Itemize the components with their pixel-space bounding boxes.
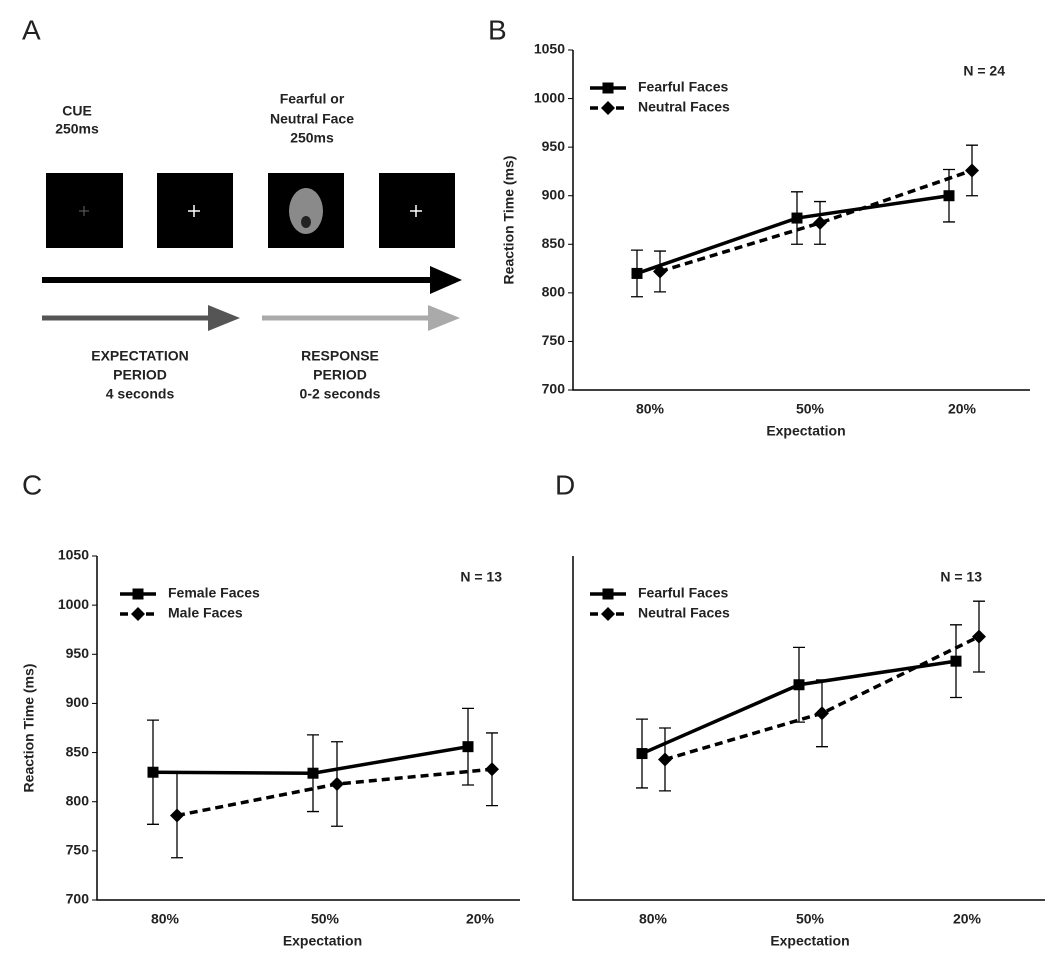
y-tick-label: 1050 xyxy=(58,547,89,563)
legend-label: Fearful Faces xyxy=(638,79,728,95)
marker xyxy=(147,766,159,778)
face xyxy=(289,188,323,234)
y-tick-label: 1050 xyxy=(534,41,565,57)
marker xyxy=(485,762,499,777)
panel-label: B xyxy=(488,14,507,45)
x-tick-label: 20% xyxy=(466,911,495,927)
period-text: EXPECTATION xyxy=(91,348,189,364)
y-tick-label: 1000 xyxy=(534,89,565,105)
y-tick-label: 800 xyxy=(66,792,90,808)
fixation xyxy=(410,205,422,217)
period-text: PERIOD xyxy=(313,367,367,383)
arrow-head xyxy=(208,305,240,331)
marker xyxy=(965,163,979,178)
face-text: 250ms xyxy=(290,130,334,146)
fixation xyxy=(188,205,200,217)
period-text: 0-2 seconds xyxy=(300,386,381,402)
period-text: 4 seconds xyxy=(106,386,175,402)
marker xyxy=(791,212,803,224)
legend-label: Female Faces xyxy=(168,585,260,601)
marker xyxy=(658,752,672,767)
marker xyxy=(330,777,344,792)
x-axis-label: Expectation xyxy=(766,423,845,439)
arrow-head xyxy=(430,266,462,294)
face-text: Neutral Face xyxy=(270,111,354,127)
x-tick-label: 50% xyxy=(311,911,340,927)
legend-label: Neutral Faces xyxy=(638,99,730,115)
x-tick-label: 80% xyxy=(639,911,668,927)
x-tick-label: 50% xyxy=(796,401,825,417)
x-tick-label: 80% xyxy=(151,911,180,927)
y-tick-label: 950 xyxy=(66,645,90,661)
legend-marker xyxy=(601,607,615,621)
panel-label: D xyxy=(555,469,575,500)
y-tick-label: 850 xyxy=(66,743,90,759)
annotation: N = 24 xyxy=(963,63,1005,79)
marker xyxy=(653,264,667,279)
axis xyxy=(572,556,1045,901)
marker xyxy=(636,748,648,760)
legend-marker xyxy=(132,588,144,600)
marker xyxy=(793,679,805,691)
arrow-head xyxy=(428,305,460,331)
y-tick-label: 900 xyxy=(542,186,566,202)
period-text: PERIOD xyxy=(113,367,167,383)
y-tick-label: 1000 xyxy=(58,596,89,612)
annotation: N = 13 xyxy=(940,569,982,585)
panel-label: A xyxy=(22,14,41,45)
marker xyxy=(943,190,955,202)
marker xyxy=(462,741,474,753)
legend-marker xyxy=(602,588,614,600)
cue-text: CUE xyxy=(62,103,92,119)
fixation xyxy=(79,206,89,216)
series-line xyxy=(636,193,950,276)
x-tick-label: 80% xyxy=(636,401,665,417)
y-tick-label: 750 xyxy=(542,332,566,348)
panel-a: A CUE 250ms Fearful or Neutral Face 250m… xyxy=(22,14,462,402)
x-tick-label: 20% xyxy=(953,911,982,927)
face-mouth xyxy=(301,216,311,228)
marker xyxy=(307,767,319,779)
marker xyxy=(815,706,829,721)
legend-label: Fearful Faces xyxy=(638,585,728,601)
face-text: Fearful or xyxy=(280,91,345,107)
legend-marker xyxy=(602,82,614,94)
legend-marker xyxy=(131,607,145,621)
axis xyxy=(96,556,520,901)
legend-label: Neutral Faces xyxy=(638,605,730,621)
legend-label: Male Faces xyxy=(168,605,243,621)
y-tick-label: 850 xyxy=(542,235,566,251)
cue-text: 250ms xyxy=(55,121,99,137)
x-tick-label: 50% xyxy=(796,911,825,927)
panel-label: C xyxy=(22,469,42,500)
y-axis-label: Reaction Time (ms) xyxy=(501,156,517,285)
y-tick-label: 950 xyxy=(542,138,566,154)
marker xyxy=(972,629,986,644)
x-tick-label: 20% xyxy=(948,401,977,417)
x-axis-label: Expectation xyxy=(770,933,849,949)
series-line xyxy=(659,168,973,274)
marker xyxy=(170,808,184,823)
y-tick-label: 700 xyxy=(542,381,566,397)
period-text: RESPONSE xyxy=(301,348,379,364)
legend-marker xyxy=(601,101,615,115)
annotation: N = 13 xyxy=(460,569,502,585)
y-tick-label: 700 xyxy=(66,891,90,907)
y-tick-label: 900 xyxy=(66,694,90,710)
y-tick-label: 800 xyxy=(542,284,566,300)
marker xyxy=(631,267,643,279)
series-line xyxy=(176,767,493,818)
y-axis-label: Reaction Time (ms) xyxy=(21,664,37,793)
x-axis-label: Expectation xyxy=(283,933,362,949)
marker xyxy=(950,655,962,667)
marker xyxy=(813,215,827,230)
y-tick-label: 750 xyxy=(66,842,90,858)
